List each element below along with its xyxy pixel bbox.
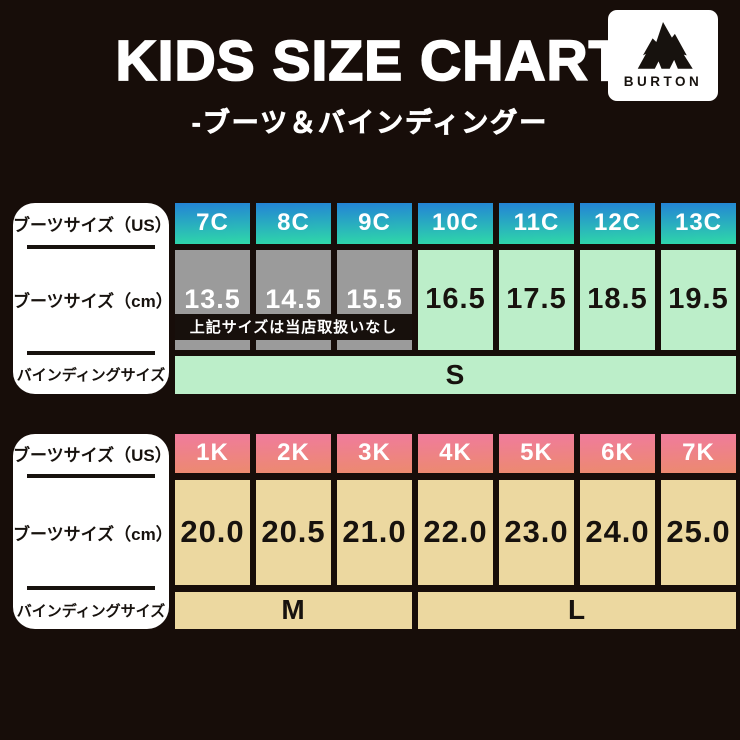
us-size-cell-13c: 13C: [661, 202, 736, 244]
cm-size-cell: 20.5: [256, 479, 331, 585]
binding-size-cell-s: S: [175, 355, 736, 394]
us-size-cell-7c: 7C: [175, 202, 250, 244]
kids-row-labels: ブーツサイズ（US） ブーツサイズ（cm） バインディングサイズ: [13, 433, 173, 629]
us-size-cell-3k: 3K: [337, 433, 412, 473]
cm-size-cell: 19.5: [661, 249, 736, 350]
us-size-cell-12c: 12C: [580, 202, 655, 244]
us-size-cell-7k: 7K: [661, 433, 736, 473]
label-divider: [27, 244, 155, 249]
us-size-cell-6k: 6K: [580, 433, 655, 473]
cm-size-cell: 21.0: [337, 479, 412, 585]
us-size-cell-11c: 11C: [499, 202, 574, 244]
burton-brand-name: BURTON: [623, 74, 703, 89]
kids-size-table: ブーツサイズ（US） ブーツサイズ（cm） バインディングサイズ 1K 2K 3…: [13, 433, 736, 629]
label-divider: [27, 585, 155, 590]
us-size-cell-2k: 2K: [256, 433, 331, 473]
toddler-size-table: ブーツサイズ（US） ブーツサイズ（cm） バインディングサイズ 7C 8C 9…: [13, 202, 736, 394]
page-title: KIDS SIZE CHART: [115, 29, 625, 93]
label-divider: [27, 350, 155, 355]
us-size-cell-9c: 9C: [337, 202, 412, 244]
row-label-binding-size: バインディングサイズ: [16, 602, 166, 620]
header: KIDS SIZE CHART -ブーツ＆バインディングー BURTON: [0, 0, 740, 140]
us-size-cell-10c: 10C: [418, 202, 493, 244]
cm-size-cell: 20.0: [175, 479, 250, 585]
burton-mountain-icon: [637, 21, 693, 69]
row-label-boot-size-cm: ブーツサイズ（cm）: [13, 480, 173, 590]
row-label-boot-size-us: ブーツサイズ（US）: [13, 203, 172, 249]
label-divider: [27, 473, 155, 478]
row-label-boot-size-cm: ブーツサイズ（cm）: [13, 250, 173, 355]
cm-size-cell: 16.5: [418, 249, 493, 350]
cm-size-cell: 17.5: [499, 249, 574, 350]
cm-size-cell: 18.5: [580, 249, 655, 350]
cm-size-cell: 23.0: [499, 479, 574, 585]
us-size-cell-1k: 1K: [175, 433, 250, 473]
binding-size-cell-m: M: [175, 591, 412, 629]
row-label-boot-size-us: ブーツサイズ（US）: [13, 434, 172, 478]
binding-size-cell-l: L: [418, 591, 736, 629]
page-subtitle: -ブーツ＆バインディングー: [191, 107, 549, 138]
us-size-cell-8c: 8C: [256, 202, 331, 244]
us-size-cell-5k: 5K: [499, 433, 574, 473]
burton-logo: BURTON: [608, 10, 718, 101]
cm-size-cell: 25.0: [661, 479, 736, 585]
toddler-row-labels: ブーツサイズ（US） ブーツサイズ（cm） バインディングサイズ: [13, 202, 173, 394]
unavailable-note-banner: 上記サイズは当店取扱いなし: [175, 313, 412, 340]
row-label-binding-size: バインディングサイズ: [16, 367, 166, 385]
cm-size-cell: 22.0: [418, 479, 493, 585]
cm-size-cell: 24.0: [580, 479, 655, 585]
us-size-cell-4k: 4K: [418, 433, 493, 473]
